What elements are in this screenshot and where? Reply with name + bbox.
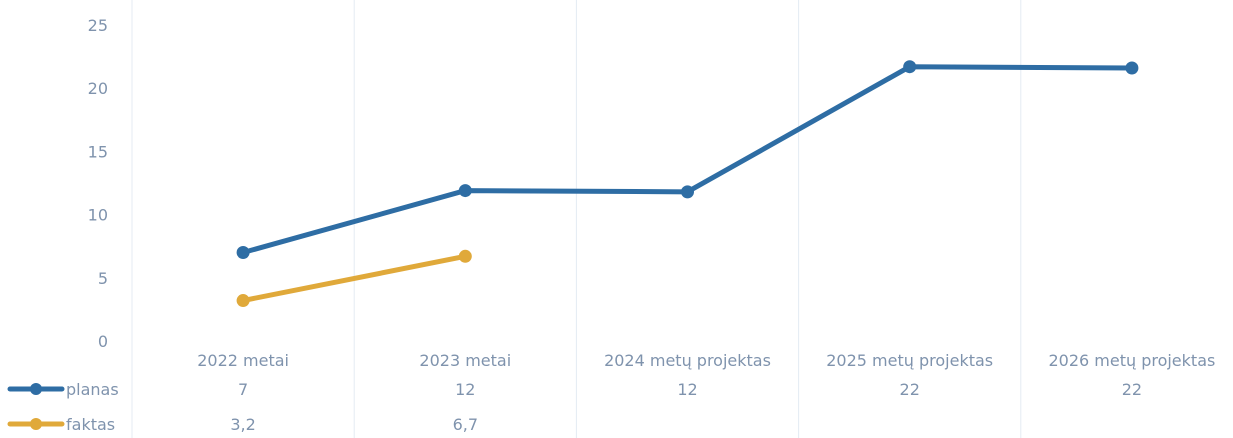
- series-line-faktas: [240, 253, 468, 304]
- x-category-label: 2026 metų projektas: [1048, 351, 1215, 370]
- data-point-faktas: [458, 249, 472, 263]
- y-tick-label: 5: [98, 269, 108, 288]
- data-table: planas 7 12 12 22 22 faktas 3,2 6,7: [7, 380, 1142, 434]
- data-point-planas: [458, 184, 472, 198]
- x-category-label: 2022 metai: [197, 351, 289, 370]
- table-cell-planas: 12: [455, 380, 475, 399]
- legend-label-planas: planas: [66, 380, 119, 399]
- grid-lines: [131, 0, 1022, 438]
- data-point-planas: [681, 185, 694, 199]
- y-tick-label: 0: [98, 332, 108, 351]
- y-tick-label: 25: [88, 16, 108, 35]
- x-category-label: 2025 metų projektas: [826, 351, 993, 370]
- x-category-label: 2024 metų projektas: [604, 351, 771, 370]
- data-point-faktas: [236, 294, 250, 308]
- legend-label-faktas: faktas: [66, 415, 115, 434]
- x-category-label: 2023 metai: [419, 351, 511, 370]
- table-cell-planas: 22: [1122, 380, 1142, 399]
- legend-key-marker-planas: [30, 383, 42, 395]
- table-cell-planas: 12: [677, 380, 697, 399]
- data-point-planas: [1125, 61, 1139, 75]
- y-axis: 0 5 10 15 20 25: [88, 16, 108, 351]
- series-group: [236, 60, 1139, 308]
- y-tick-label: 10: [88, 206, 108, 225]
- series-line-planas: [240, 64, 1135, 256]
- table-cell-planas: 7: [238, 380, 248, 399]
- y-tick-label: 20: [88, 79, 108, 98]
- table-cell-planas: 22: [900, 380, 920, 399]
- table-cell-faktas: 3,2: [230, 415, 255, 434]
- y-tick-label: 15: [88, 142, 108, 161]
- table-cell-faktas: 6,7: [453, 415, 478, 434]
- data-point-planas: [903, 60, 917, 74]
- data-point-planas: [236, 246, 250, 260]
- x-axis-category-labels: 2022 metai 2023 metai 2024 metų projektas 2…: [197, 351, 1215, 370]
- legend-key-marker-faktas: [30, 418, 42, 430]
